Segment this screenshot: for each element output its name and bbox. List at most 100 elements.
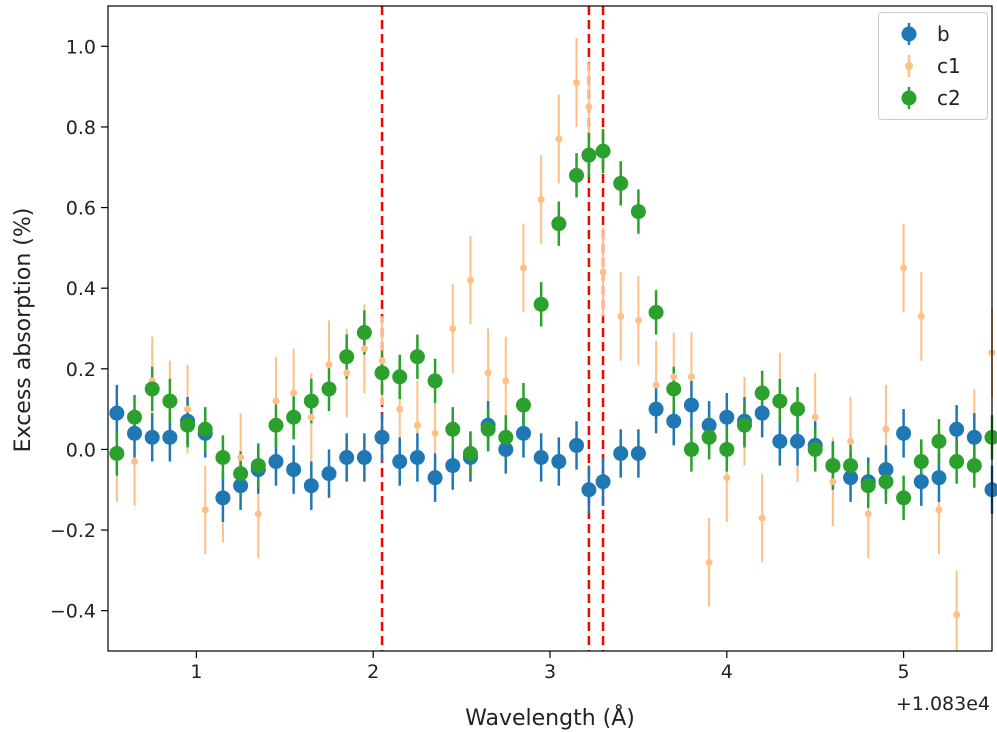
data-point-b — [581, 482, 597, 498]
data-point-c2 — [162, 393, 178, 409]
data-point-c1 — [431, 429, 439, 437]
data-point-c1 — [502, 377, 510, 385]
x-tick-label: 1 — [190, 661, 202, 683]
data-point-c1 — [396, 405, 404, 413]
legend-label-b: b — [937, 22, 950, 46]
data-point-c2 — [790, 401, 806, 417]
data-point-c1 — [272, 397, 280, 405]
data-point-b — [984, 482, 997, 498]
data-point-c2 — [581, 147, 597, 163]
data-point-c1 — [131, 458, 139, 466]
data-point-c2 — [949, 454, 965, 470]
data-point-c1 — [687, 373, 695, 381]
data-point-c2 — [913, 454, 929, 470]
y-tick-label: 0.0 — [66, 439, 96, 461]
data-point-c1 — [864, 510, 872, 518]
data-point-b — [286, 462, 302, 478]
data-point-c1 — [307, 413, 315, 421]
data-point-c1 — [555, 135, 563, 143]
data-point-c1 — [953, 611, 961, 619]
data-point-c2 — [498, 429, 514, 445]
legend-marker-c1 — [905, 55, 913, 77]
data-point-c2 — [683, 441, 699, 457]
legend-item-c2: c2 — [889, 83, 961, 113]
data-point-c2 — [878, 474, 894, 490]
x-tick-label: 5 — [898, 661, 910, 683]
data-point-c1 — [484, 369, 492, 377]
data-point-c2 — [825, 458, 841, 474]
data-point-c2 — [648, 304, 664, 320]
data-point-c2 — [719, 441, 735, 457]
data-point-c1 — [705, 558, 713, 566]
data-point-c2 — [233, 466, 249, 482]
data-point-c2 — [286, 409, 302, 425]
data-point-c2 — [807, 441, 823, 457]
data-point-b — [913, 474, 929, 490]
data-point-c2 — [984, 429, 997, 445]
data-point-c2 — [268, 417, 284, 433]
legend-marker-c2 — [901, 87, 917, 109]
legend-label-c2: c2 — [937, 86, 961, 110]
data-point-c1 — [617, 312, 625, 320]
data-point-b — [754, 405, 770, 421]
data-point-c2 — [595, 143, 611, 159]
data-point-c1 — [378, 357, 386, 365]
data-point-b — [966, 429, 982, 445]
data-point-b — [595, 474, 611, 490]
plot-frame — [107, 5, 993, 652]
y-axis-label: Excess absorption (%) — [11, 208, 36, 453]
data-point-b — [374, 429, 390, 445]
data-point-c2 — [896, 490, 912, 506]
data-point-c1 — [585, 103, 593, 111]
data-point-c2 — [551, 216, 567, 232]
data-point-c2 — [144, 381, 160, 397]
y-tick-label: −0.4 — [50, 601, 96, 623]
data-point-c2 — [736, 417, 752, 433]
data-point-b — [701, 417, 717, 433]
data-point-b — [719, 409, 735, 425]
data-point-c2 — [127, 409, 143, 425]
data-point-c1 — [325, 361, 333, 369]
data-point-c2 — [843, 458, 859, 474]
legend-item-c1: c1 — [889, 51, 961, 81]
data-point-b — [427, 470, 443, 486]
data-point-b — [683, 397, 699, 413]
data-point-c2 — [515, 397, 531, 413]
data-point-c1 — [829, 478, 837, 486]
data-point-b — [144, 429, 160, 445]
data-point-c1 — [652, 381, 660, 389]
data-point-c2 — [197, 421, 213, 437]
data-point-c1 — [723, 474, 731, 482]
data-point-c2 — [321, 381, 337, 397]
data-point-b — [613, 445, 629, 461]
y-tick-label: 0.4 — [66, 278, 96, 300]
data-point-c2 — [427, 373, 443, 389]
x-axis-ticks: 1 2 3 4 5 — [190, 651, 910, 683]
data-point-c2 — [754, 385, 770, 401]
data-point-b — [162, 429, 178, 445]
data-point-c2 — [445, 421, 461, 437]
data-point-c1 — [670, 373, 678, 381]
data-point-c2 — [180, 417, 196, 433]
data-point-c1 — [201, 506, 209, 514]
data-point-c1 — [811, 413, 819, 421]
data-point-b — [949, 421, 965, 437]
data-point-b — [303, 478, 319, 494]
legend-label-c1: c1 — [937, 54, 961, 78]
data-point-c1 — [634, 316, 642, 324]
data-point-c1 — [237, 454, 245, 461]
data-point-c1 — [519, 264, 527, 272]
data-point-c2 — [374, 365, 390, 381]
point-layer — [109, 79, 997, 619]
data-point-b — [896, 425, 912, 441]
data-point-c2 — [303, 393, 319, 409]
legend: b c1 c2 — [878, 12, 988, 120]
data-point-c2 — [931, 433, 947, 449]
y-tick-label: 0.8 — [66, 117, 96, 139]
data-point-c2 — [533, 296, 549, 312]
legend-item-b: b — [889, 19, 950, 49]
y-tick-label: 0.6 — [66, 198, 96, 220]
data-point-b — [666, 413, 682, 429]
data-point-b — [533, 450, 549, 465]
